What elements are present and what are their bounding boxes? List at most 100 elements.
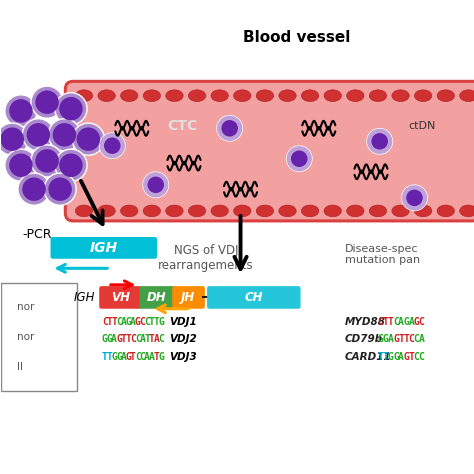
Text: A: A: [121, 352, 127, 362]
Ellipse shape: [120, 205, 138, 217]
Text: T: T: [154, 317, 159, 327]
Text: T: T: [409, 352, 414, 362]
Circle shape: [35, 91, 59, 114]
Text: T: T: [130, 352, 136, 362]
Ellipse shape: [369, 90, 387, 101]
Circle shape: [9, 99, 33, 123]
Text: C: C: [139, 317, 146, 327]
Text: T: T: [149, 334, 155, 344]
Circle shape: [5, 95, 37, 127]
Text: C: C: [409, 334, 414, 344]
Text: T: T: [383, 317, 389, 327]
Ellipse shape: [346, 90, 364, 101]
Text: NGS of VDJ
rearrangements: NGS of VDJ rearrangements: [158, 244, 254, 272]
Text: -PCR: -PCR: [22, 228, 51, 241]
Circle shape: [55, 149, 87, 182]
Ellipse shape: [143, 90, 161, 101]
Text: C: C: [419, 352, 425, 362]
Text: DH: DH: [147, 291, 167, 304]
Ellipse shape: [120, 90, 138, 101]
Circle shape: [59, 154, 82, 177]
Ellipse shape: [324, 205, 341, 217]
Text: A: A: [398, 317, 404, 327]
Text: nor: nor: [17, 301, 34, 311]
Text: G: G: [388, 352, 394, 362]
Circle shape: [35, 149, 59, 173]
Ellipse shape: [369, 205, 387, 217]
Text: VDJ1: VDJ1: [169, 317, 197, 327]
Ellipse shape: [437, 90, 455, 101]
Text: T: T: [102, 352, 108, 362]
Text: VH: VH: [111, 291, 130, 304]
Ellipse shape: [166, 205, 183, 217]
Circle shape: [22, 118, 55, 151]
Ellipse shape: [301, 90, 319, 101]
Circle shape: [48, 118, 81, 151]
Ellipse shape: [414, 205, 432, 217]
FancyBboxPatch shape: [65, 82, 474, 221]
Ellipse shape: [256, 205, 273, 217]
Circle shape: [406, 190, 423, 206]
Circle shape: [31, 86, 63, 118]
Text: ctDN: ctDN: [408, 121, 435, 131]
Text: CD79b: CD79b: [345, 334, 383, 344]
Text: C: C: [413, 352, 419, 362]
Ellipse shape: [279, 90, 296, 101]
Text: T: T: [383, 352, 389, 362]
Circle shape: [5, 149, 37, 182]
Circle shape: [104, 137, 120, 154]
FancyBboxPatch shape: [51, 237, 157, 259]
Text: A: A: [419, 334, 425, 344]
Text: CARD11: CARD11: [345, 352, 392, 362]
Text: II: II: [17, 363, 23, 373]
Circle shape: [31, 145, 63, 177]
Ellipse shape: [211, 90, 228, 101]
Text: JH: JH: [182, 291, 196, 304]
Ellipse shape: [234, 205, 251, 217]
Text: T: T: [121, 334, 127, 344]
Text: Disease-spec
mutation pan: Disease-spec mutation pan: [345, 244, 420, 265]
Circle shape: [372, 133, 388, 150]
Circle shape: [99, 133, 125, 159]
Text: A: A: [144, 352, 150, 362]
Text: T: T: [403, 334, 409, 344]
Text: CTC: CTC: [167, 119, 197, 133]
Circle shape: [0, 123, 28, 155]
Ellipse shape: [75, 90, 93, 101]
Text: C: C: [135, 352, 141, 362]
Text: C: C: [139, 352, 146, 362]
Circle shape: [221, 120, 238, 137]
Ellipse shape: [460, 90, 474, 101]
Text: A: A: [409, 317, 414, 327]
Text: T: T: [154, 352, 159, 362]
Text: T: T: [388, 317, 394, 327]
Ellipse shape: [460, 205, 474, 217]
Text: A: A: [398, 352, 404, 362]
FancyBboxPatch shape: [139, 286, 175, 309]
Ellipse shape: [256, 90, 273, 101]
Ellipse shape: [188, 205, 206, 217]
Ellipse shape: [98, 90, 115, 101]
Circle shape: [48, 177, 72, 201]
Text: T: T: [144, 334, 150, 344]
Ellipse shape: [437, 205, 455, 217]
Circle shape: [401, 185, 428, 211]
Circle shape: [72, 123, 104, 155]
Circle shape: [143, 172, 169, 198]
FancyBboxPatch shape: [1, 283, 77, 392]
Text: T: T: [107, 352, 112, 362]
Ellipse shape: [211, 205, 228, 217]
Text: C: C: [378, 317, 383, 327]
Text: C: C: [393, 317, 399, 327]
Text: G: G: [403, 317, 409, 327]
Ellipse shape: [392, 90, 409, 101]
Circle shape: [22, 177, 46, 201]
Text: G: G: [413, 317, 419, 327]
Text: G: G: [378, 334, 383, 344]
Text: A: A: [154, 334, 159, 344]
Text: G: G: [383, 334, 389, 344]
Text: G: G: [102, 334, 108, 344]
Text: C: C: [419, 317, 425, 327]
Circle shape: [0, 128, 24, 151]
Circle shape: [55, 92, 87, 125]
